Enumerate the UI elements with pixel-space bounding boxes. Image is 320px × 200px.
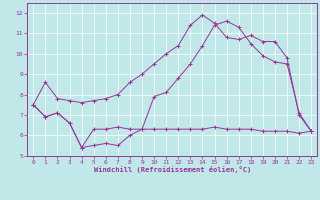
X-axis label: Windchill (Refroidissement éolien,°C): Windchill (Refroidissement éolien,°C) xyxy=(94,166,251,173)
